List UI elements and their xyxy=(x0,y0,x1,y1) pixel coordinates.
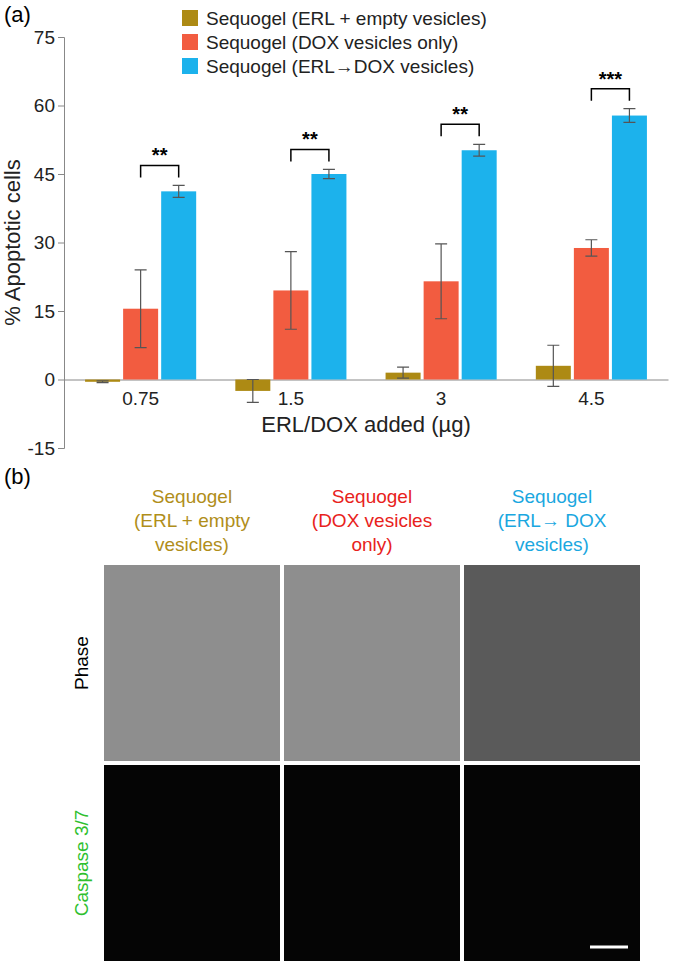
legend-item: Sequogel (ERL→DOX vesicles) xyxy=(182,56,474,77)
x-tick: 1.5 xyxy=(278,380,304,410)
x-tick: 0.75 xyxy=(122,380,159,410)
y-tick-mark xyxy=(58,311,64,312)
x-tick-label: 0.75 xyxy=(122,388,159,409)
x-axis-title: ERL/DOX added (µg) xyxy=(261,412,471,437)
x-tick-label: 3 xyxy=(436,388,447,409)
y-tick-mark xyxy=(58,37,64,38)
phase-image xyxy=(104,565,280,761)
y-tick-label: 15 xyxy=(34,301,55,322)
scale-bar xyxy=(590,946,628,949)
legend-label: Sequogel (DOX vesicles only) xyxy=(206,32,458,53)
column-title: Sequogel xyxy=(512,486,592,507)
error-bar xyxy=(473,144,485,156)
y-tick-label: 75 xyxy=(34,27,55,48)
significance-label: ** xyxy=(452,103,468,125)
legend-swatch xyxy=(182,34,198,50)
legend-item: Sequogel (ERL + empty vesicles) xyxy=(182,8,487,29)
y-tick: 60 xyxy=(34,95,64,116)
bar xyxy=(462,150,497,379)
panel-label: (a) xyxy=(4,2,31,27)
error-bar xyxy=(323,169,335,178)
significance-bracket xyxy=(441,124,479,136)
legend-swatch xyxy=(182,10,198,26)
legend: Sequogel (ERL + empty vesicles) Sequogel … xyxy=(182,8,487,77)
row-label: Phase xyxy=(71,636,92,690)
y-tick-mark xyxy=(58,448,64,449)
significance-label: ** xyxy=(152,144,168,166)
legend-label: Sequogel (ERL + empty vesicles) xyxy=(206,8,487,29)
fluorescence-image xyxy=(284,765,460,961)
column-title: (ERL + empty xyxy=(134,510,250,531)
column-title: Sequogel xyxy=(332,486,412,507)
y-tick: 45 xyxy=(34,164,64,185)
error-bar xyxy=(623,109,635,123)
significance-label: ** xyxy=(302,128,318,150)
phase-image xyxy=(464,565,640,761)
x-tick-label: 4.5 xyxy=(578,388,604,409)
row-label: Caspase 3/7 xyxy=(71,810,92,917)
error-bar xyxy=(585,240,597,256)
y-tick: -15 xyxy=(28,438,64,459)
bar xyxy=(311,174,346,380)
significance-bracket xyxy=(591,89,629,101)
x-tick-label: 1.5 xyxy=(278,388,304,409)
error-bar xyxy=(97,381,109,383)
y-tick: 0 xyxy=(44,369,64,390)
y-tick-mark xyxy=(58,380,64,381)
panel-label: (b) xyxy=(4,464,31,489)
bar-series xyxy=(161,109,647,380)
figure: (a) -15 0 15 30 45 60 75 0.75 1.5 3 4.5 ERL/DOX adde… xyxy=(0,0,675,963)
legend-swatch xyxy=(182,58,198,74)
fluorescence-image xyxy=(464,765,640,961)
x-tick: 3 xyxy=(436,380,447,410)
y-tick-label: -15 xyxy=(28,438,55,459)
bar xyxy=(85,380,120,382)
y-tick-mark xyxy=(58,174,64,175)
fluorescence-image xyxy=(104,765,280,961)
y-axis-line xyxy=(58,38,65,449)
error-bar xyxy=(247,380,259,403)
y-tick-label: 30 xyxy=(34,232,55,253)
y-tick-mark xyxy=(58,106,64,107)
error-bar xyxy=(173,185,185,197)
column-title: (DOX vesicles xyxy=(312,510,432,531)
x-axis: 0.75 1.5 3 4.5 xyxy=(65,380,669,410)
phase-image xyxy=(284,565,460,761)
y-axis: -15 0 15 30 45 60 75 xyxy=(28,27,65,459)
y-tick-label: 60 xyxy=(34,95,55,116)
y-tick-label: 45 xyxy=(34,164,55,185)
y-tick-mark xyxy=(58,243,64,244)
x-tick: 4.5 xyxy=(578,380,604,410)
error-bar xyxy=(135,270,147,348)
column-title: vesicles) xyxy=(515,534,589,555)
column-title: only) xyxy=(351,534,392,555)
error-bar xyxy=(397,367,409,378)
error-bar xyxy=(547,345,559,386)
significance-bracket xyxy=(141,165,179,177)
column-title: Sequogel xyxy=(152,486,232,507)
column-title: vesicles) xyxy=(155,534,229,555)
column-title: (ERL→ DOX xyxy=(498,510,607,531)
bar xyxy=(574,248,609,380)
significance-label: *** xyxy=(599,68,623,90)
significance-bracket xyxy=(291,149,329,161)
error-bar xyxy=(435,244,447,319)
y-axis-title: % Apoptotic cells xyxy=(0,159,25,325)
y-tick: 30 xyxy=(34,232,64,253)
legend-label: Sequogel (ERL→DOX vesicles) xyxy=(206,56,474,77)
x-axis-line xyxy=(65,380,669,381)
error-bar xyxy=(285,252,297,330)
y-tick: 15 xyxy=(34,301,64,322)
plot-area xyxy=(85,109,647,403)
y-tick-label: 0 xyxy=(44,369,55,390)
bar xyxy=(612,116,647,380)
bar xyxy=(161,191,196,379)
legend-item: Sequogel (DOX vesicles only) xyxy=(182,32,458,53)
y-tick: 75 xyxy=(34,27,64,48)
